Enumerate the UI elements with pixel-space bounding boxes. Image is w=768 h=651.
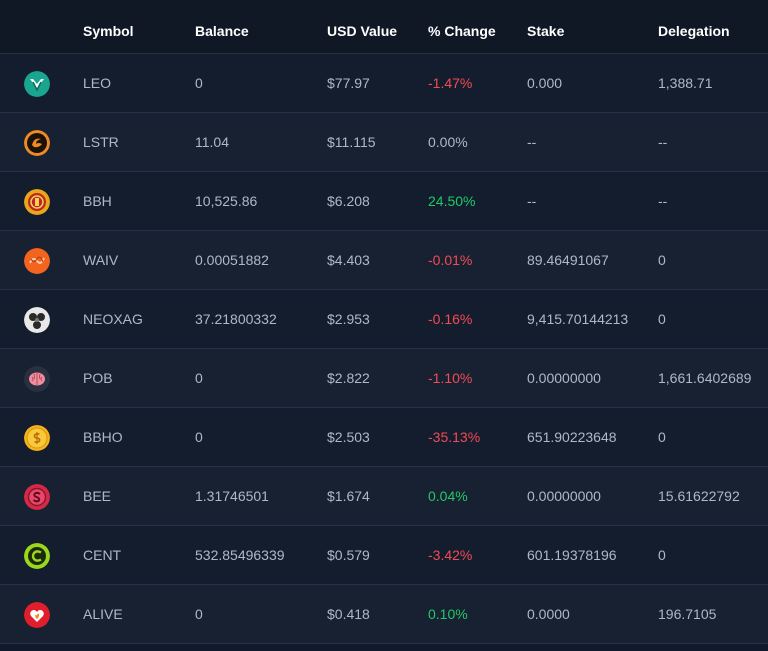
- token-usd-value: $0.418: [327, 606, 370, 622]
- token-change: -35.13%: [428, 429, 481, 445]
- token-usd-value: $11.115: [327, 134, 376, 150]
- token-delegation: 1,388.71: [658, 75, 713, 91]
- token-stake: 0.00000000: [527, 488, 601, 504]
- token-symbol: BBHO: [83, 429, 123, 445]
- token-symbol: CENT: [83, 547, 122, 563]
- token-balance: 0: [195, 429, 203, 445]
- token-balance: 37.21800332: [195, 311, 277, 327]
- token-delegation: --: [658, 134, 668, 150]
- token-delegation: 0: [658, 311, 666, 327]
- table-row[interactable]: BBH 10,525.86 $6.208 24.50% -- --: [0, 172, 768, 231]
- token-change: -0.01%: [428, 252, 473, 268]
- table-row[interactable]: WAIV 0.00051882 $4.403 -0.01% 89.4649106…: [0, 231, 768, 290]
- token-balance: 11.04: [195, 134, 229, 150]
- pob-brain-icon: [24, 366, 50, 392]
- token-change: -0.16%: [428, 311, 473, 327]
- waiv-token-icon: [24, 248, 50, 274]
- token-change: -1.10%: [428, 370, 473, 386]
- token-usd-value: $2.822: [327, 370, 370, 386]
- token-delegation: 0: [658, 547, 666, 563]
- table-row[interactable]: LEO 0 $77.97 -1.47% 0.000 1,388.71: [0, 54, 768, 113]
- token-usd-value: $2.953: [327, 311, 370, 327]
- header-change[interactable]: % Change: [428, 23, 496, 39]
- token-symbol: BBH: [83, 193, 112, 209]
- table-row[interactable]: POB 0 $2.822 -1.10% 0.00000000 1,661.640…: [0, 349, 768, 408]
- token-delegation: 1,661.6402689: [658, 370, 752, 386]
- header-symbol[interactable]: Symbol: [83, 23, 134, 39]
- token-usd-value: $0.579: [327, 547, 370, 563]
- token-balance: 532.85496339: [195, 547, 285, 563]
- token-usd-value: $6.208: [327, 193, 370, 209]
- header-usd-value[interactable]: USD Value: [327, 23, 398, 39]
- token-stake: 0.00000000: [527, 370, 601, 386]
- token-delegation: --: [658, 193, 668, 209]
- token-delegation: 196.7105: [658, 606, 717, 622]
- bbh-token-icon: [24, 189, 50, 215]
- token-change: -3.42%: [428, 547, 473, 563]
- token-balance: 0.00051882: [195, 252, 269, 268]
- token-usd-value: $4.403: [327, 252, 370, 268]
- token-symbol: WAIV: [83, 252, 119, 268]
- header-delegation[interactable]: Delegation: [658, 23, 730, 39]
- table-row[interactable]: ALIVE 0 $0.418 0.10% 0.0000 196.7105: [0, 585, 768, 644]
- token-balance: 10,525.86: [195, 193, 258, 209]
- token-balance: 0: [195, 370, 203, 386]
- token-usd-value: $2.503: [327, 429, 370, 445]
- table-row[interactable]: CENT 532.85496339 $0.579 -3.42% 601.1937…: [0, 526, 768, 585]
- token-stake: 89.46491067: [527, 252, 609, 268]
- token-symbol: LEO: [83, 75, 112, 91]
- token-stake: --: [527, 134, 537, 150]
- token-usd-value: $1.674: [327, 488, 370, 504]
- token-balance: 1.31746501: [195, 488, 269, 504]
- token-delegation: 0: [658, 252, 666, 268]
- token-balance: 0: [195, 606, 203, 622]
- bee-token-icon: [24, 484, 50, 510]
- token-change: 0.04%: [428, 488, 468, 504]
- token-delegation: 0: [658, 429, 666, 445]
- token-stake: 0.000: [527, 75, 563, 91]
- lstr-token-icon: [24, 130, 50, 156]
- token-stake: --: [527, 193, 537, 209]
- token-change: 0.00%: [428, 134, 468, 150]
- bbho-coin-icon: [24, 425, 50, 451]
- token-change: 0.10%: [428, 606, 468, 622]
- token-symbol: POB: [83, 370, 113, 386]
- token-balance: 0: [195, 75, 203, 91]
- alive-heart-icon: [24, 602, 50, 628]
- table-row[interactable]: BEE 1.31746501 $1.674 0.04% 0.00000000 1…: [0, 467, 768, 526]
- token-symbol: ALIVE: [83, 606, 123, 622]
- header-stake[interactable]: Stake: [527, 23, 565, 39]
- token-change: -1.47%: [428, 75, 473, 91]
- neoxag-token-icon: [24, 307, 50, 333]
- table-row[interactable]: LSTR 11.04 $11.115 0.00% -- --: [0, 113, 768, 172]
- token-stake: 601.19378196: [527, 547, 617, 563]
- leo-token-icon: [24, 71, 50, 97]
- token-symbol: BEE: [83, 488, 112, 504]
- token-symbol: NEOXAG: [83, 311, 143, 327]
- token-stake: 651.90223648: [527, 429, 617, 445]
- token-symbol: LSTR: [83, 134, 119, 150]
- header-balance[interactable]: Balance: [195, 23, 249, 39]
- table-row[interactable]: NEOXAG 37.21800332 $2.953 -0.16% 9,415.7…: [0, 290, 768, 349]
- token-usd-value: $77.97: [327, 75, 370, 91]
- token-delegation: 15.61622792: [658, 488, 740, 504]
- token-change: 24.50%: [428, 193, 476, 209]
- token-stake: 9,415.70144213: [527, 311, 629, 327]
- token-stake: 0.0000: [527, 606, 570, 622]
- table-header: Symbol Balance USD Value % Change Stake …: [0, 0, 768, 54]
- table-row[interactable]: BBHO 0 $2.503 -35.13% 651.90223648 0: [0, 408, 768, 467]
- cent-token-icon: [24, 543, 50, 569]
